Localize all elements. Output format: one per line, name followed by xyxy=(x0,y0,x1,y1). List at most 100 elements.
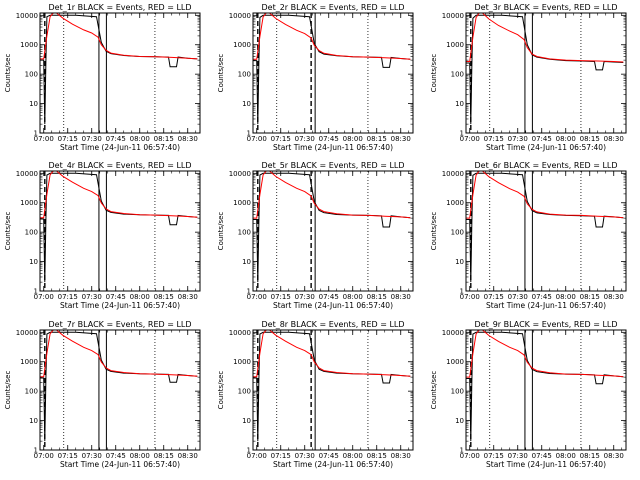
plot-frame xyxy=(465,170,627,292)
x-tick-label: 07:45 xyxy=(532,452,552,460)
y-tick-label: 1000 xyxy=(233,358,251,366)
y-tick-label: 10 xyxy=(242,100,251,108)
x-tick-label: 07:30 xyxy=(508,452,528,460)
plot-area xyxy=(253,13,411,133)
x-tick-label: 07:15 xyxy=(58,452,78,460)
chart-title: Det_3r BLACK = Events, RED = LLD xyxy=(474,3,617,12)
y-tick-label: 10 xyxy=(242,417,251,425)
x-axis-label: Start Time (24-Jun-11 06:57:40) xyxy=(273,301,393,310)
plot-area xyxy=(253,171,411,291)
chart-panel-9: Det_9r BLACK = Events, RED = LLD Counts/s… xyxy=(430,320,627,469)
y-axis-label: Counts/sec xyxy=(4,371,12,410)
y-axis-label: Counts/sec xyxy=(430,212,438,251)
x-tick-label: 08:00 xyxy=(556,135,576,143)
y-axis-label: Counts/sec xyxy=(217,54,225,93)
x-tick-label: 08:00 xyxy=(556,293,576,301)
chart-title: Det_5r BLACK = Events, RED = LLD xyxy=(261,161,404,170)
chart-panel-8: Det_8r BLACK = Events, RED = LLD Counts/s… xyxy=(217,320,414,469)
y-tick-label: 1000 xyxy=(233,41,251,49)
x-tick-label: 07:45 xyxy=(532,293,552,301)
x-tick-label: 08:15 xyxy=(367,135,387,143)
y-tick-label: 1000 xyxy=(446,199,464,207)
plot-frame xyxy=(465,12,627,134)
chart-panel-7: Det_7r BLACK = Events, RED = LLD Counts/s… xyxy=(4,320,201,469)
x-tick-label: 07:30 xyxy=(508,293,528,301)
chart-title: Det_1r BLACK = Events, RED = LLD xyxy=(48,3,191,12)
x-tick-label: 07:15 xyxy=(271,452,291,460)
x-tick-label: 07:15 xyxy=(484,135,504,143)
x-tick-label: 07:30 xyxy=(295,293,315,301)
x-tick-label: 07:45 xyxy=(106,452,126,460)
y-tick-label: 1000 xyxy=(20,199,38,207)
y-tick-label: 1 xyxy=(34,288,38,296)
y-tick-label: 10000 xyxy=(16,170,38,178)
y-tick-label: 100 xyxy=(451,71,464,79)
series-lld-line xyxy=(466,13,624,63)
y-tick-label: 10000 xyxy=(16,12,38,20)
chart-title: Det_8r BLACK = Events, RED = LLD xyxy=(261,320,404,329)
y-tick-label: 1 xyxy=(34,130,38,138)
series-lld-line xyxy=(466,330,624,378)
chart-panel-1: Det_1r BLACK = Events, RED = LLD Counts/s… xyxy=(4,3,201,152)
plot-area xyxy=(466,171,624,291)
y-tick-label: 1000 xyxy=(20,41,38,49)
chart-panel-5: Det_5r BLACK = Events, RED = LLD Counts/s… xyxy=(217,161,414,310)
y-tick-label: 100 xyxy=(451,229,464,237)
y-tick-label: 10 xyxy=(455,100,464,108)
plot-area xyxy=(466,13,624,133)
chart-title: Det_6r BLACK = Events, RED = LLD xyxy=(474,161,617,170)
series-lld-line xyxy=(466,171,624,219)
y-tick-label: 10 xyxy=(455,417,464,425)
x-axis-label: Start Time (24-Jun-11 06:57:40) xyxy=(273,460,393,469)
x-tick-label: 08:15 xyxy=(154,293,174,301)
plot-frame xyxy=(252,170,414,292)
series-lld-line xyxy=(40,171,198,219)
x-tick-label: 07:15 xyxy=(271,135,291,143)
chart-panel-3: Det_3r BLACK = Events, RED = LLD Counts/s… xyxy=(430,3,627,152)
x-tick-label: 08:00 xyxy=(343,293,363,301)
x-tick-label: 07:15 xyxy=(58,293,78,301)
x-tick-label: 08:30 xyxy=(604,293,624,301)
chart-title: Det_4r BLACK = Events, RED = LLD xyxy=(48,161,191,170)
y-tick-label: 1 xyxy=(460,130,464,138)
chart-title: Det_9r BLACK = Events, RED = LLD xyxy=(474,320,617,329)
x-tick-label: 08:30 xyxy=(391,452,411,460)
x-tick-label: 07:15 xyxy=(484,452,504,460)
x-tick-label: 08:15 xyxy=(580,135,600,143)
x-tick-label: 07:30 xyxy=(508,135,528,143)
x-tick-label: 08:15 xyxy=(154,452,174,460)
x-tick-label: 08:00 xyxy=(343,135,363,143)
x-tick-label: 08:00 xyxy=(556,452,576,460)
series-lld-line xyxy=(253,171,411,219)
y-tick-label: 100 xyxy=(238,229,251,237)
y-tick-label: 10 xyxy=(455,258,464,266)
y-tick-label: 10 xyxy=(29,100,38,108)
x-axis-label: Start Time (24-Jun-11 06:57:40) xyxy=(486,460,606,469)
y-tick-label: 10000 xyxy=(442,170,464,178)
x-tick-label: 08:30 xyxy=(178,293,198,301)
y-axis-label: Counts/sec xyxy=(4,54,12,93)
chart-panel-2: Det_2r BLACK = Events, RED = LLD Counts/s… xyxy=(217,3,414,152)
plot-area xyxy=(40,171,198,291)
x-tick-label: 08:30 xyxy=(178,135,198,143)
x-tick-label: 07:30 xyxy=(82,293,102,301)
plot-frame xyxy=(252,12,414,134)
y-tick-label: 1000 xyxy=(233,199,251,207)
x-tick-label: 08:30 xyxy=(604,135,624,143)
x-tick-label: 08:15 xyxy=(154,135,174,143)
y-tick-label: 10000 xyxy=(229,12,251,20)
y-axis-label: Counts/sec xyxy=(217,212,225,251)
plot-frame xyxy=(39,170,201,292)
plot-area xyxy=(466,330,624,450)
x-tick-label: 07:00 xyxy=(460,293,480,301)
plot-frame xyxy=(39,329,201,451)
y-tick-label: 10000 xyxy=(442,329,464,337)
x-tick-label: 08:15 xyxy=(367,293,387,301)
x-tick-label: 07:30 xyxy=(82,135,102,143)
y-tick-label: 10000 xyxy=(229,329,251,337)
series-lld-line xyxy=(40,330,198,378)
y-tick-label: 10 xyxy=(29,417,38,425)
x-tick-label: 07:15 xyxy=(484,293,504,301)
y-tick-label: 1 xyxy=(460,447,464,455)
x-tick-label: 07:00 xyxy=(247,452,267,460)
